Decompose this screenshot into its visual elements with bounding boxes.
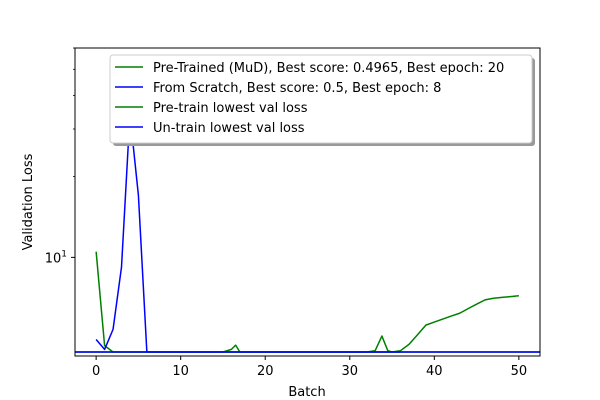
x-tick-label: 20 xyxy=(257,364,274,379)
x-tick-label: 10 xyxy=(172,364,189,379)
legend-entry: Un-train lowest val loss xyxy=(153,121,305,136)
x-tick-label: 40 xyxy=(426,364,443,379)
plot-area-frame xyxy=(74,47,541,357)
x-tick-label: 0 xyxy=(92,364,100,379)
y-axis: 101 xyxy=(45,47,75,266)
legend-entry: From Scratch, Best score: 0.5, Best epoc… xyxy=(153,81,441,96)
series-layer xyxy=(75,113,540,353)
y-tick-label: 101 xyxy=(45,249,67,266)
x-tick-label: 30 xyxy=(341,364,358,379)
x-axis-label: Batch xyxy=(288,385,325,400)
legend-entry: Pre-train lowest val loss xyxy=(153,101,308,116)
x-axis: 0 10 20 30 40 50 xyxy=(92,356,527,379)
legend-entry: Pre-Trained (MuD), Best score: 0.4965, B… xyxy=(153,61,504,76)
legend-box xyxy=(109,54,533,144)
legend: Pre-Trained (MuD), Best score: 0.4965, B… xyxy=(109,54,535,146)
y-axis-label: Validation Loss xyxy=(21,153,36,250)
x-tick-label: 50 xyxy=(511,364,528,379)
